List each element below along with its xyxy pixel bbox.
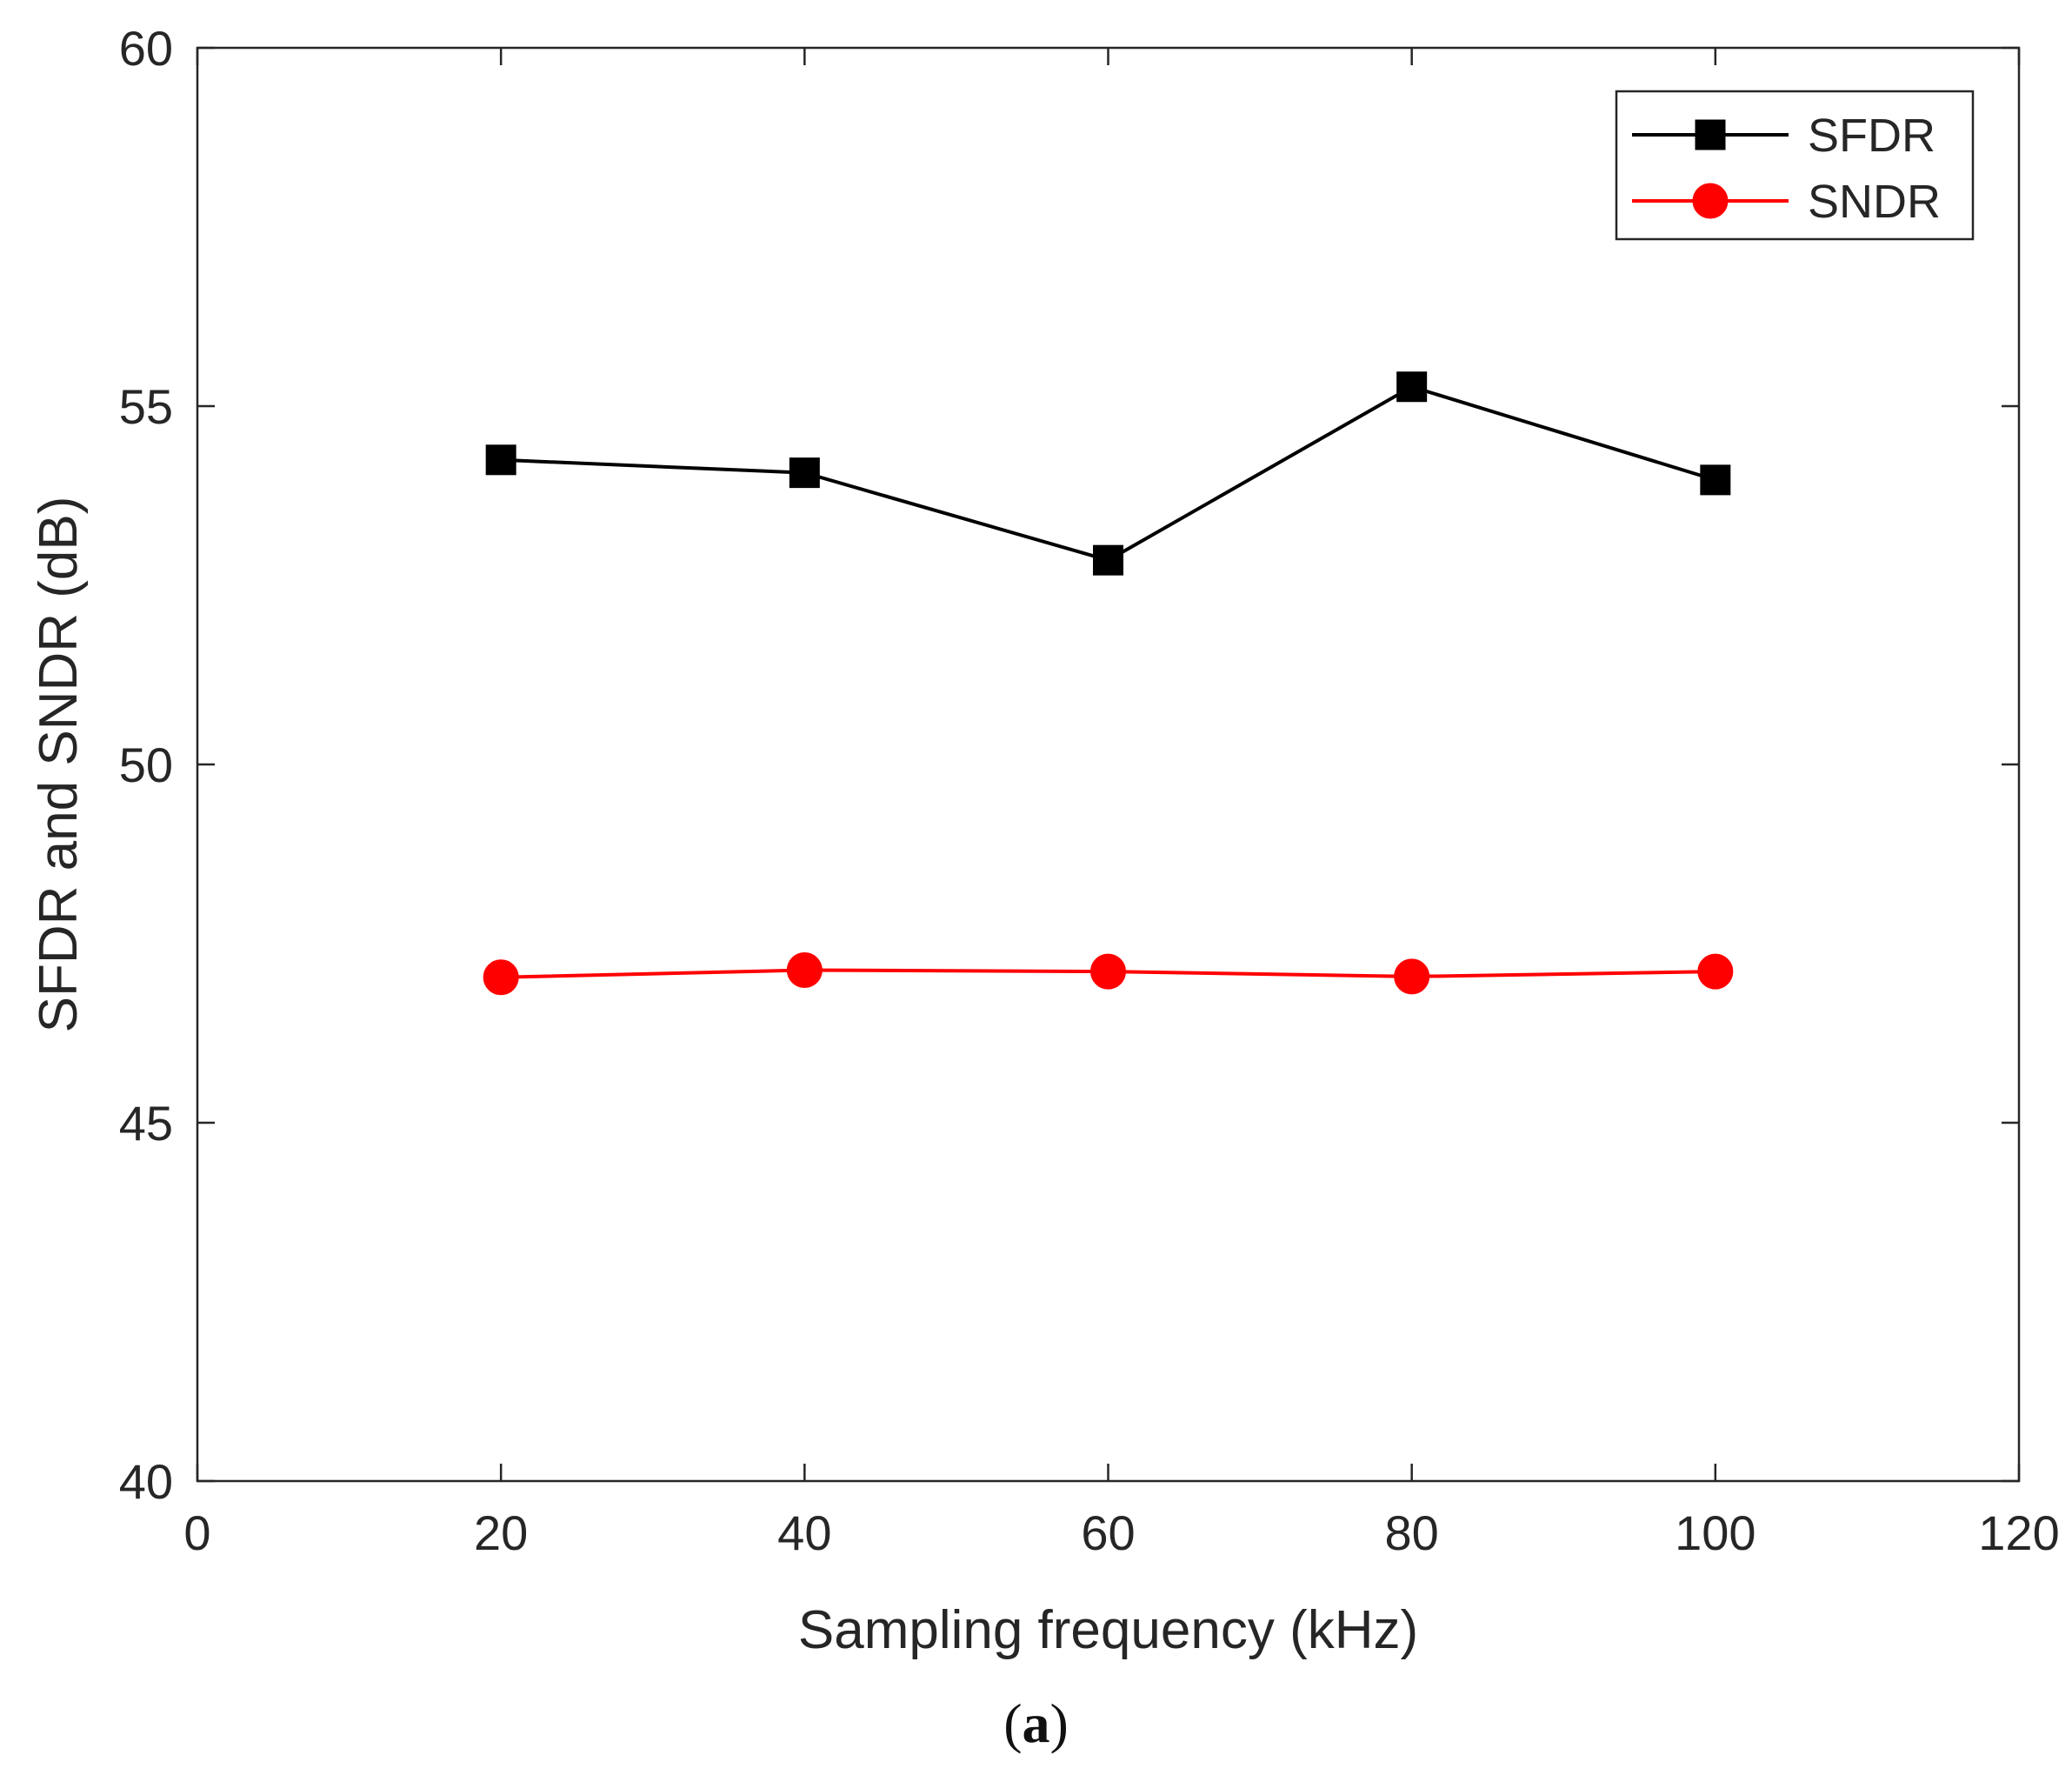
x-tick-label: 20 [474,1505,528,1560]
sndr-point [483,959,519,996]
legend-marker-sfdr [1695,119,1726,150]
caption-close: ) [1049,1692,1069,1754]
y-tick-label: 45 [119,1096,173,1151]
sndr-point [1697,953,1734,990]
x-tick-label: 120 [1978,1505,2059,1560]
y-tick-label: 60 [119,21,173,76]
series-sndr [483,951,1734,996]
sndr-point [1090,953,1126,990]
y-tick-label: 40 [119,1454,173,1509]
caption-open: ( [1003,1692,1023,1754]
legend-label-sndr: SNDR [1808,176,1941,228]
sfdr-point [1396,371,1428,403]
axes: 0 20 40 60 80 100 120 40 45 50 55 60 Sampling freque… [29,21,2060,1660]
x-tick-label: 80 [1385,1505,1439,1560]
sndr-point [786,951,823,988]
x-tick-label: 100 [1675,1505,1756,1560]
sfdr-point [1700,464,1731,496]
figure-caption: (a) [0,1692,2072,1756]
x-axis-label: Sampling frequency (kHz) [798,1600,1418,1660]
legend-label-sfdr: SFDR [1808,110,1935,162]
y-tick-label: 50 [119,737,173,792]
x-tick-label: 40 [777,1505,831,1560]
x-tick-label: 0 [183,1505,210,1560]
sfdr-point [485,444,516,476]
legend-box [1615,90,1975,241]
sfdr-point [1093,544,1123,576]
caption-label: a [1022,1692,1050,1754]
series-sfdr [485,371,1731,576]
axes-box [196,46,2021,1483]
legend: SFDR SNDR [1615,90,1975,241]
sfdr-point [789,457,820,489]
y-axis-label: SFDR and SNDR (dB) [29,497,89,1033]
legend-marker-sndr [1692,183,1729,219]
series-line-sfdr [501,384,1716,563]
y-tick-label: 55 [119,379,173,434]
plot-area [483,371,1734,996]
x-tick-label: 60 [1081,1505,1135,1560]
sndr-point [1394,958,1430,995]
